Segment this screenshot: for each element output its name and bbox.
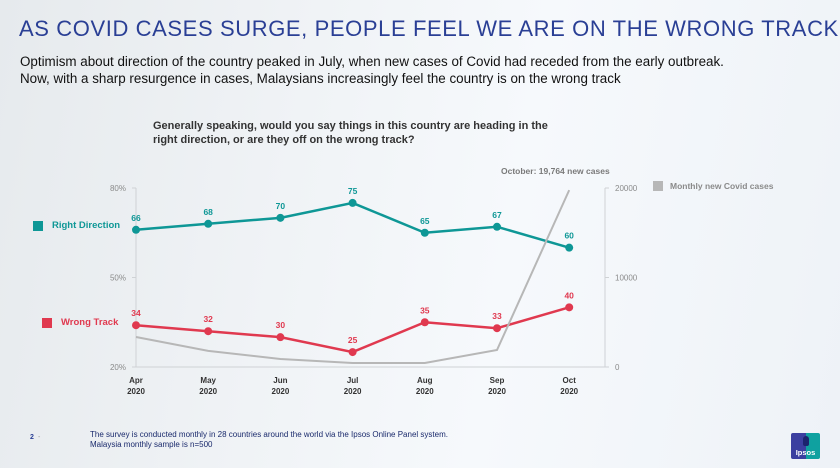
right-direction-point xyxy=(276,213,285,222)
wrong-track-point xyxy=(420,318,429,327)
x-axis-tick-label-month: Aug xyxy=(417,376,433,385)
wrong-track-point xyxy=(204,327,213,336)
right-direction-data-label: 65 xyxy=(420,216,430,226)
right-direction-data-label: 60 xyxy=(564,231,574,241)
right-direction-data-label: 70 xyxy=(276,201,286,211)
legend-right-direction: Right Direction xyxy=(33,220,120,231)
right-direction-point xyxy=(420,228,429,237)
chart-title: Generally speaking, would you say things… xyxy=(153,119,548,147)
legend-wrong-track: Wrong Track xyxy=(42,317,118,328)
subtitle-line-1: Optimism about direction of the country … xyxy=(20,54,724,69)
legend-cases-label: Monthly new Covid cases xyxy=(670,181,774,191)
x-axis-tick-label-month: Jun xyxy=(273,376,287,385)
right-direction-point xyxy=(204,219,213,228)
x-axis-tick-label-year: 2020 xyxy=(488,387,506,396)
x-axis-tick-label-month: Sep xyxy=(490,376,505,385)
x-axis-tick-label-year: 2020 xyxy=(416,387,434,396)
right-direction-data-label: 67 xyxy=(492,210,502,220)
left-axis-tick-label: 50% xyxy=(110,274,126,283)
logo-text: Ipsos xyxy=(795,448,816,457)
footnote-line-1: The survey is conducted monthly in 28 co… xyxy=(90,430,448,439)
page-number-dash: - xyxy=(38,434,41,441)
right-direction-point xyxy=(348,198,357,207)
wrong-track-data-label: 33 xyxy=(492,311,502,321)
right-direction-point xyxy=(565,243,574,252)
x-axis-tick-label-year: 2020 xyxy=(199,387,217,396)
page-number: 2 xyxy=(30,434,34,441)
legend-right-direction-swatch xyxy=(33,220,43,231)
right-direction-data-label: 75 xyxy=(348,186,358,196)
x-axis-tick-label-year: 2020 xyxy=(560,387,578,396)
wrong-track-point xyxy=(348,348,357,357)
wrong-track-point xyxy=(276,333,285,342)
page-subtitle: Optimism about direction of the country … xyxy=(20,53,724,87)
logo-head-icon xyxy=(803,436,809,446)
wrong-track-line xyxy=(135,306,570,354)
chart-title-line-2: right direction, or are they off on the … xyxy=(153,134,415,146)
right-direction-point xyxy=(132,225,140,234)
x-axis-tick-label-year: 2020 xyxy=(127,387,145,396)
legend-cases: Monthly new Covid cases xyxy=(653,181,773,191)
right-direction-line xyxy=(135,201,570,249)
monthly-new-covid-cases-line xyxy=(135,189,571,364)
wrong-track-point xyxy=(565,303,574,312)
legend-wrong-track-swatch xyxy=(42,317,52,328)
wrong-track-data-label: 25 xyxy=(348,335,358,345)
page-title: AS COVID CASES SURGE, PEOPLE FEEL WE ARE… xyxy=(19,16,839,41)
left-axis-tick-label: 80% xyxy=(110,184,126,193)
x-axis-tick-label-month: Jul xyxy=(347,376,359,385)
wrong-track-point xyxy=(493,324,501,333)
legend-cases-swatch xyxy=(653,181,663,191)
chart-title-line-1: Generally speaking, would you say things… xyxy=(153,120,548,132)
right-direction-data-label: 68 xyxy=(203,207,213,217)
wrong-track-data-label: 40 xyxy=(564,290,574,300)
left-axis-tick-label: 20% xyxy=(110,363,126,372)
x-axis-tick-label-year: 2020 xyxy=(344,387,362,396)
x-axis-tick-label-month: Apr xyxy=(129,376,143,385)
footnote: The survey is conducted monthly in 28 co… xyxy=(90,430,448,449)
october-cases-annotation: October: 19,764 new cases xyxy=(501,166,610,176)
x-axis-tick-label-month: May xyxy=(200,376,216,385)
wrong-track-point xyxy=(132,321,140,330)
subtitle-line-2: Now, with a sharp resurgence in cases, M… xyxy=(20,71,621,86)
right-direction-data-label: 66 xyxy=(131,213,141,223)
wrong-track-data-label: 30 xyxy=(276,320,286,330)
right-axis-tick-label: 20000 xyxy=(615,184,638,193)
right-axis-tick-label: 0 xyxy=(615,363,620,372)
ipsos-logo: Ipsos xyxy=(791,433,820,459)
right-direction-point xyxy=(493,222,501,231)
legend-right-direction-label: Right Direction xyxy=(52,220,121,231)
wrong-track-data-label: 35 xyxy=(420,305,430,315)
x-axis-tick-label-month: Oct xyxy=(563,376,577,385)
right-axis-tick-label: 10000 xyxy=(615,274,638,283)
wrong-track-data-label: 32 xyxy=(203,314,213,324)
footnote-line-2: Malaysia monthly sample is n=500 xyxy=(90,439,213,449)
legend-wrong-track-label: Wrong Track xyxy=(61,317,119,328)
x-axis-tick-label-year: 2020 xyxy=(272,387,290,396)
wrong-track-data-label: 34 xyxy=(131,308,141,318)
